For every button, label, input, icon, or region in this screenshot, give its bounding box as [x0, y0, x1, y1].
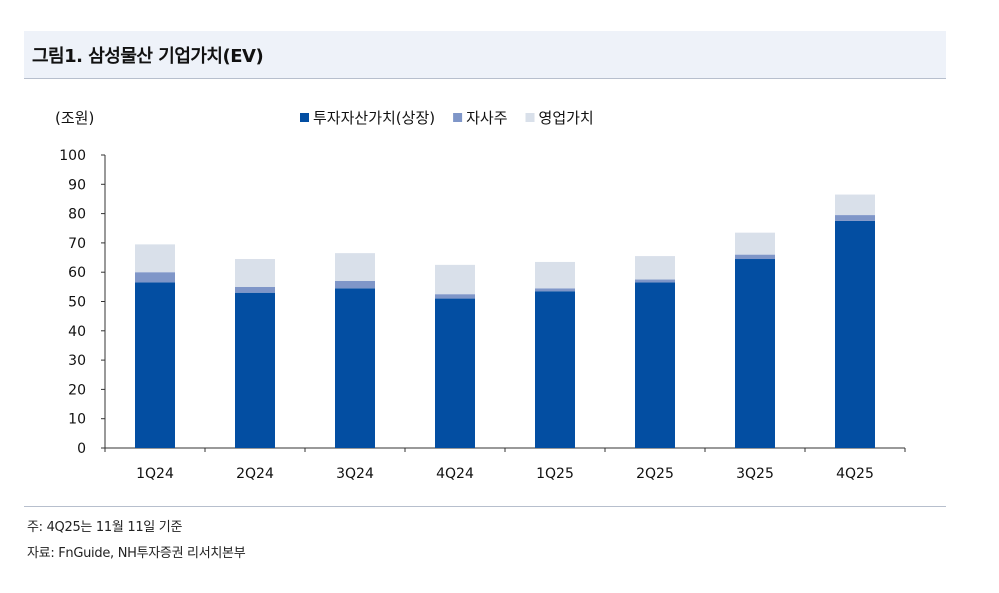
bar-segment	[635, 256, 675, 280]
x-tick-label: 2Q24	[236, 466, 274, 482]
bar-segment	[135, 272, 175, 283]
x-tick-label: 3Q24	[336, 466, 374, 482]
chart-title: 그림1. 삼성물산 기업가치(EV)	[32, 46, 264, 67]
y-tick-label: 60	[68, 265, 86, 281]
y-tick-label: 0	[77, 441, 86, 457]
bar-segment	[535, 261, 575, 289]
bar-segment	[735, 254, 775, 260]
x-tick-label: 4Q24	[436, 466, 474, 482]
bar-segment	[135, 244, 175, 273]
bar-segment	[735, 259, 775, 448]
bar-segment	[535, 291, 575, 448]
x-tick-label: 4Q25	[836, 466, 874, 482]
bar-segment	[435, 264, 475, 295]
y-tick-label: 70	[68, 236, 86, 252]
y-tick-label: 40	[68, 324, 86, 340]
y-tick-label: 100	[59, 148, 86, 164]
bar-segment	[235, 259, 275, 287]
x-tick-label: 3Q25	[736, 466, 774, 482]
bar-segment	[535, 288, 575, 292]
bar-segment	[235, 286, 275, 293]
bar-segment	[635, 282, 675, 448]
bar-segment	[335, 253, 375, 281]
bar-segment	[835, 215, 875, 221]
legend-swatch	[300, 113, 309, 122]
footnote: 주: 4Q25는 11월 11일 기준	[27, 520, 183, 535]
bar-segment	[335, 288, 375, 448]
bars	[135, 194, 875, 448]
bar-segment	[335, 280, 375, 289]
bar-segment	[835, 220, 875, 448]
bar-segment	[435, 298, 475, 448]
y-tick-label: 80	[68, 207, 86, 223]
y-axis: 0 10 20 30 40 50 60 70 80 90 100	[59, 148, 106, 457]
legend-label: 자사주	[466, 109, 507, 127]
source-note: 자료: FnGuide, NH투자증권 리서치본부	[27, 546, 246, 561]
bar-segment	[835, 194, 875, 216]
y-tick-label: 20	[68, 382, 86, 398]
bar-segment	[735, 232, 775, 255]
y-tick-label: 90	[68, 177, 86, 193]
x-tick-label: 1Q24	[136, 466, 174, 482]
legend-swatch	[525, 113, 535, 122]
bar-segment	[635, 279, 675, 283]
legend-label: 투자자산가치(상장)	[313, 109, 435, 127]
chart-title-bar: 그림1. 삼성물산 기업가치(EV)	[24, 31, 946, 79]
x-axis: 1Q24 2Q24 3Q24 4Q24 1Q25 2Q25 3Q25 4Q25	[104, 447, 906, 482]
x-tick-label: 2Q25	[636, 466, 674, 482]
footer-divider	[24, 506, 946, 507]
bar-segment	[135, 282, 175, 448]
bar-segment	[435, 294, 475, 299]
stacked-bar-chart: (조원) 투자자산가치(상장) 자사주 영업가치 0 10 20 30 40 50 60 70 80…	[55, 109, 906, 482]
y-unit-label: (조원)	[55, 109, 94, 127]
legend: 투자자산가치(상장) 자사주 영업가치	[300, 109, 594, 127]
bar-segment	[235, 292, 275, 448]
legend-swatch	[453, 113, 463, 122]
x-tick-label: 1Q25	[536, 466, 574, 482]
y-tick-label: 50	[68, 295, 86, 311]
legend-label: 영업가치	[539, 109, 594, 127]
y-tick-label: 30	[68, 353, 86, 369]
y-tick-label: 10	[68, 412, 86, 428]
